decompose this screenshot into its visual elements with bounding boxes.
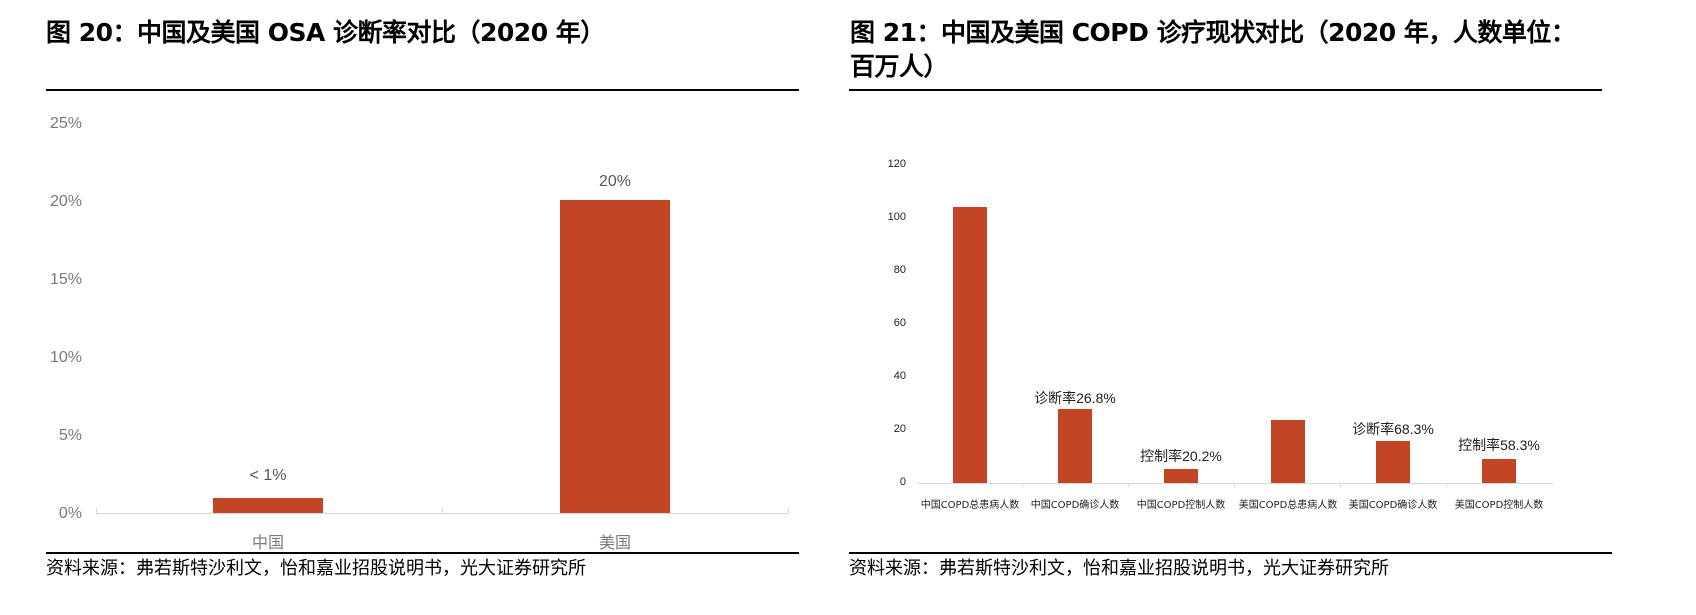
data-label-usa: 20% xyxy=(598,173,632,190)
left-title-rule xyxy=(46,89,799,91)
left-chart-plot: 25% 20% 15% 10% 5% 0% < 1% 20% 中国 美国 xyxy=(0,0,840,560)
x-axis-tick xyxy=(442,508,443,514)
y-tick-10: 10% xyxy=(49,349,82,366)
bar-usa-copd-total xyxy=(1271,420,1305,483)
right-source-rule xyxy=(849,552,1612,554)
left-chart-title: 图 20：中国及美国 OSA 诊断率对比（2020 年） xyxy=(46,18,605,47)
y-tick-20: 20 xyxy=(893,423,906,435)
y-tick-60: 60 xyxy=(893,317,906,329)
bar-usa xyxy=(560,200,670,513)
bar-china xyxy=(213,498,323,513)
bar-china-copd-total xyxy=(953,207,987,483)
bar-usa-copd-controlled xyxy=(1482,459,1516,483)
category-label: 中国COPD确诊人数 xyxy=(1030,500,1120,511)
category-label: 美国COPD控制人数 xyxy=(1454,500,1544,511)
data-label-china: < 1% xyxy=(249,467,287,484)
category-label: 美国COPD总患病人数 xyxy=(1238,500,1338,511)
y-tick-0: 0 xyxy=(899,476,906,488)
x-axis-tick xyxy=(1340,483,1341,487)
category-label: 中国COPD总患病人数 xyxy=(920,500,1020,511)
data-label-china-diagnosis-rate: 诊断率26.8% xyxy=(1034,390,1116,406)
category-label: 美国COPD确诊人数 xyxy=(1348,500,1438,511)
category-label-china: 中国 xyxy=(251,533,284,552)
x-axis-tick xyxy=(1446,483,1447,487)
bar-china-copd-controlled xyxy=(1164,469,1198,483)
y-tick-0: 0% xyxy=(58,505,82,522)
y-tick-120: 120 xyxy=(887,158,906,170)
category-label-usa: 美国 xyxy=(598,533,631,552)
y-tick-20: 20% xyxy=(49,193,82,210)
y-tick-80: 80 xyxy=(893,264,906,276)
y-tick-40: 40 xyxy=(893,370,906,382)
left-source-note: 资料来源：弗若斯特沙利文，怡和嘉业招股说明书，光大证券研究所 xyxy=(46,558,586,579)
x-axis-tick xyxy=(96,508,97,514)
bar-usa-copd-diagnosed xyxy=(1376,441,1410,483)
y-tick-5: 5% xyxy=(58,427,82,444)
right-title-rule xyxy=(849,89,1602,91)
right-chart-plot: 120 100 80 60 40 20 0 诊断率26.8% 控制率20.2% … xyxy=(887,158,1553,511)
y-tick-25: 25% xyxy=(49,115,82,132)
x-axis-tick xyxy=(1128,483,1129,487)
y-tick-15: 15% xyxy=(49,271,82,288)
right-chart-title-line2: 百万人） xyxy=(850,52,949,81)
x-axis-line xyxy=(917,483,1553,484)
right-source-note: 资料来源：弗若斯特沙利文，怡和嘉业招股说明书，光大证券研究所 xyxy=(849,558,1389,579)
data-label-usa-diagnosis-rate: 诊断率68.3% xyxy=(1352,421,1434,437)
x-axis-tick xyxy=(1022,483,1023,487)
y-tick-100: 100 xyxy=(887,211,906,223)
left-source-rule xyxy=(46,552,799,554)
x-axis-tick xyxy=(788,508,789,514)
bar-china-copd-diagnosed xyxy=(1058,409,1092,483)
x-axis-tick xyxy=(1234,483,1235,487)
data-label-china-control-rate: 控制率20.2% xyxy=(1140,448,1222,464)
right-chart-title-line1: 图 21：中国及美国 COPD 诊疗现状对比（2020 年，人数单位： xyxy=(850,18,1576,47)
data-label-usa-control-rate: 控制率58.3% xyxy=(1458,437,1540,453)
category-label: 中国COPD控制人数 xyxy=(1136,500,1226,511)
